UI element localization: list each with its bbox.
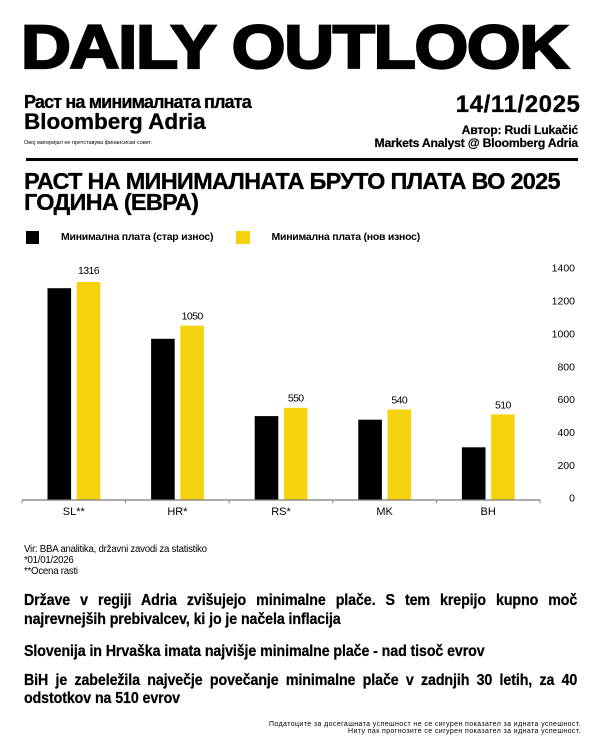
svg-text:1316: 1316 [78,265,100,277]
svg-text:HR*: HR* [167,506,188,518]
svg-text:600: 600 [557,394,575,406]
svg-text:540: 540 [391,394,407,406]
svg-text:510: 510 [495,399,511,411]
svg-text:200: 200 [557,460,575,472]
svg-text:0: 0 [569,493,575,505]
svg-text:1400: 1400 [552,263,576,275]
svg-text:550: 550 [288,393,304,405]
svg-text:1200: 1200 [552,296,576,308]
svg-text:800: 800 [557,361,575,373]
svg-text:1000: 1000 [552,328,576,340]
svg-text:1050: 1050 [182,311,204,323]
svg-text:BH: BH [481,506,496,518]
svg-text:400: 400 [557,427,575,439]
svg-text:SL**: SL** [63,506,86,518]
svg-text:RS*: RS* [271,506,291,518]
svg-text:MK: MK [376,506,393,518]
